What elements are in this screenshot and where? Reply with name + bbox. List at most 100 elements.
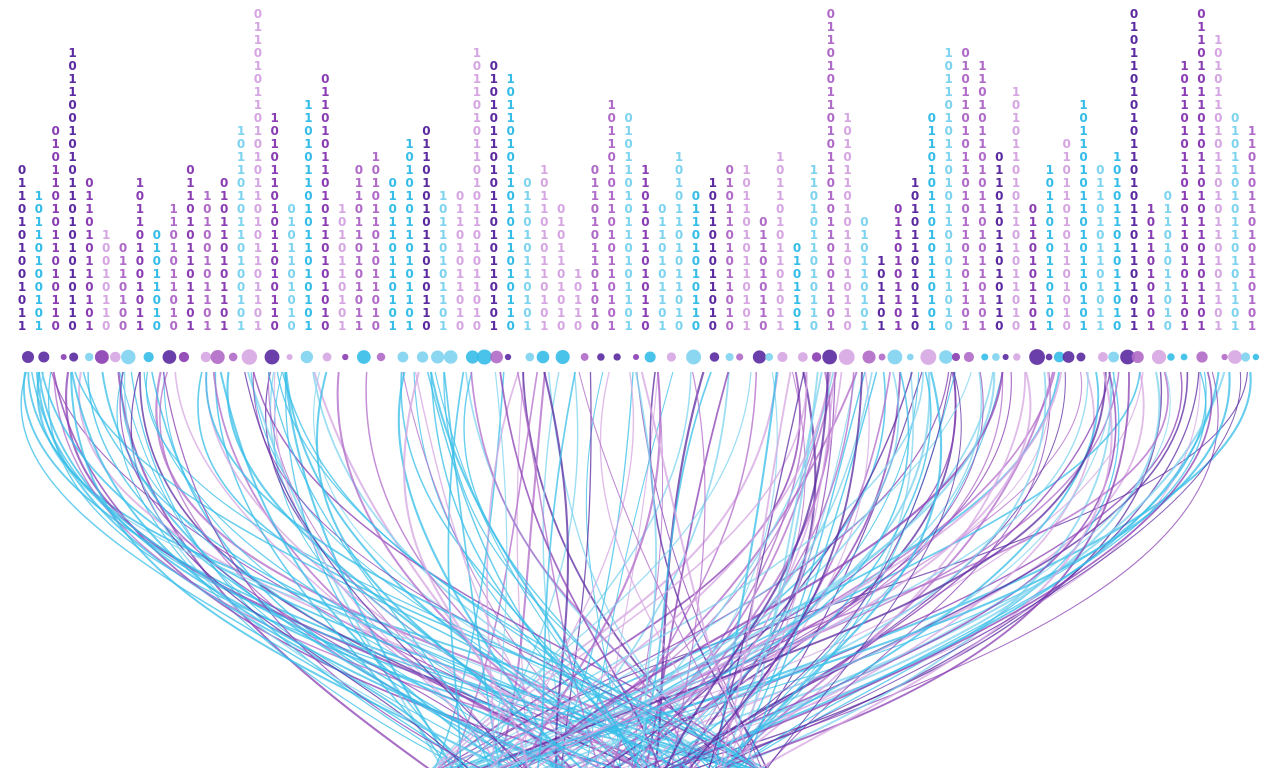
- dot: [504, 353, 512, 361]
- dot-row: [21, 349, 1260, 365]
- dot: [1108, 351, 1120, 363]
- binary-column: 1011010110101: [1043, 163, 1057, 332]
- binary-column: 1101011010110: [638, 163, 652, 332]
- curve: [645, 371, 730, 768]
- dot: [797, 352, 808, 362]
- curve: [82, 371, 678, 768]
- dot: [951, 352, 961, 362]
- dot: [228, 352, 238, 362]
- curve: [197, 371, 757, 768]
- binary-column: 1101011010110101: [1245, 124, 1259, 332]
- dot: [992, 353, 1000, 361]
- curve: [41, 371, 754, 768]
- curve: [436, 371, 808, 768]
- dot: [476, 349, 493, 365]
- binary-column: 0110101001011: [15, 163, 29, 332]
- curve: [578, 371, 752, 768]
- dot: [709, 352, 720, 362]
- binary-column: 0110101101101: [183, 163, 197, 332]
- curve: [163, 371, 599, 768]
- binary-column: 010110101: [857, 215, 871, 332]
- curve: [507, 371, 996, 768]
- curve: [665, 371, 829, 768]
- binary-column: 101101011010110101: [605, 98, 619, 332]
- dot: [939, 350, 953, 364]
- curve: [27, 371, 614, 768]
- binary-column: 10101101011010110101101: [1211, 33, 1225, 332]
- curve: [205, 371, 758, 768]
- binary-column: 1010110101101011010: [1009, 85, 1023, 332]
- dot: [686, 349, 702, 365]
- curve: [695, 371, 1219, 768]
- binary-column: 010110101101010: [1060, 137, 1074, 332]
- curve: [544, 371, 1056, 768]
- binary-column: 1011010110101101011010: [942, 46, 956, 332]
- dot: [1221, 353, 1228, 361]
- curve: [244, 371, 523, 768]
- curve: [52, 371, 623, 768]
- curve: [679, 371, 1111, 768]
- curve: [470, 371, 694, 768]
- binary-column: 010110110101: [386, 176, 400, 332]
- curve: [499, 371, 661, 768]
- curve: [414, 371, 590, 768]
- dot: [1053, 351, 1065, 363]
- curve: [403, 371, 530, 768]
- binary-column: 10101101011010: [369, 150, 383, 332]
- curve: [471, 371, 1231, 768]
- curve: [276, 371, 701, 768]
- dot: [1228, 350, 1242, 364]
- curve: [284, 371, 465, 768]
- curve: [720, 371, 1027, 768]
- curve: [671, 371, 706, 768]
- binary-column: 101101001011: [133, 176, 147, 332]
- binary-column: 110101101011010110101: [975, 59, 989, 332]
- binary-column: 101101011010: [706, 176, 720, 332]
- binary-column: 0101101010110101101101011: [1127, 7, 1141, 332]
- dot: [525, 352, 535, 362]
- binary-column: 01101011010: [1161, 189, 1175, 332]
- dot: [210, 349, 225, 365]
- curve: [722, 371, 836, 768]
- curve: [119, 371, 528, 768]
- curve: [273, 371, 499, 768]
- binary-column: 1010110101: [335, 202, 349, 332]
- binary-column: 010101101011010110101: [487, 59, 501, 332]
- binary-column: 1101011010: [167, 202, 181, 332]
- curve: [123, 371, 501, 768]
- curve: [670, 371, 1100, 768]
- dot: [1013, 353, 1021, 361]
- curve: [688, 371, 863, 768]
- dot: [1151, 349, 1167, 365]
- binary-column: 01011010: [150, 228, 164, 332]
- curve: [661, 371, 953, 768]
- binary-column: 10110101101011: [773, 150, 787, 332]
- curve: [758, 371, 1113, 768]
- dot: [443, 350, 458, 364]
- binary-column: 1011001010110101010110: [66, 46, 80, 332]
- dot: [264, 349, 280, 365]
- curve: [631, 371, 712, 768]
- dot: [580, 353, 589, 361]
- dot: [162, 350, 177, 364]
- dot: [38, 351, 50, 363]
- curve: [560, 371, 592, 768]
- binary-column: 10110100101: [32, 189, 46, 332]
- binary-column: 01101011010: [453, 189, 467, 332]
- curve: [445, 371, 1207, 768]
- dot: [397, 351, 409, 363]
- binary-column: 1011010110101101011010: [470, 46, 484, 332]
- dot: [60, 353, 67, 361]
- curve: [20, 371, 471, 768]
- curve: [599, 371, 721, 768]
- binary-column: 0101101011010110101101: [959, 46, 973, 332]
- binary-column: 10110101101: [436, 189, 450, 332]
- dot: [736, 353, 744, 361]
- curve: [162, 371, 482, 768]
- dot: [777, 351, 788, 363]
- curve: [431, 371, 924, 768]
- dot: [69, 352, 79, 362]
- dot: [21, 350, 35, 364]
- dot: [1097, 352, 1108, 362]
